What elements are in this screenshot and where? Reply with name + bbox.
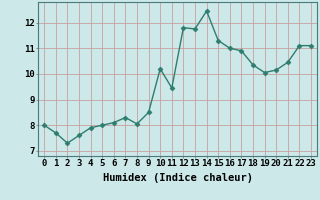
X-axis label: Humidex (Indice chaleur): Humidex (Indice chaleur) — [103, 173, 252, 183]
